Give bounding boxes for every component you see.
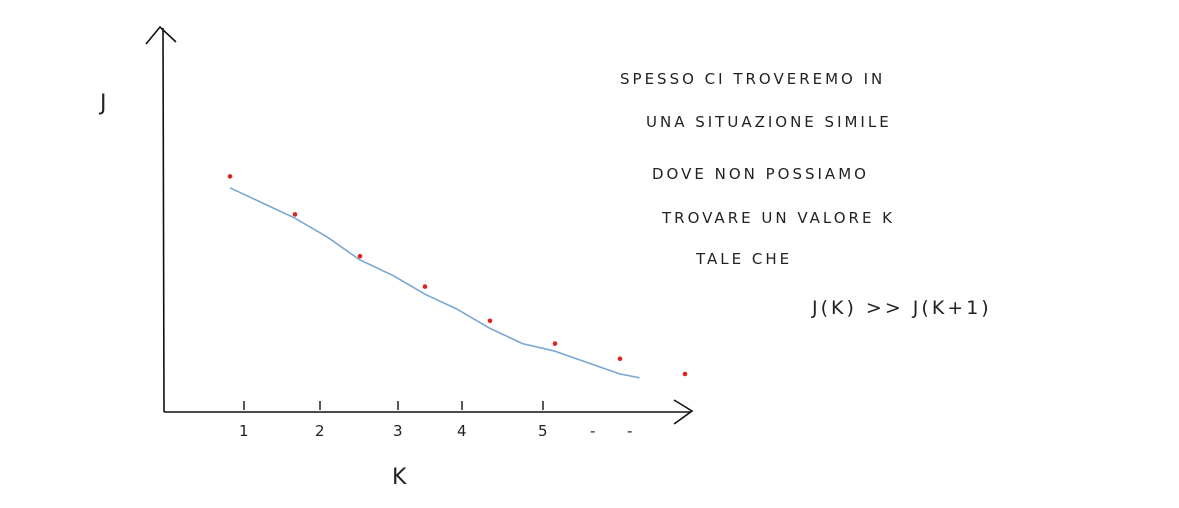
trend-line xyxy=(229,187,640,379)
x-tick-label: - xyxy=(590,422,595,440)
data-point xyxy=(682,371,688,377)
data-point xyxy=(617,356,623,362)
axes xyxy=(145,25,694,425)
x-tick-label: 3 xyxy=(393,422,403,440)
data-point xyxy=(292,212,298,217)
note-line-1: SPESSO CI TROVEREMO IN xyxy=(620,70,885,88)
note-line-4: TROVARE UN VALORE K xyxy=(661,209,895,227)
y-axis-arrow xyxy=(145,25,177,45)
x-tick-label: - xyxy=(627,422,632,440)
x-tick-label: 1 xyxy=(239,422,249,440)
data-points xyxy=(227,174,688,377)
x-axis-arrow xyxy=(673,399,694,425)
data-point xyxy=(422,284,428,289)
note-line-5: TALE CHE xyxy=(695,250,792,268)
trend-line-path xyxy=(229,187,640,379)
x-axis-label: K xyxy=(392,465,407,490)
x-tick-label: 4 xyxy=(457,422,467,440)
data-point xyxy=(487,318,493,324)
y-axis xyxy=(162,27,165,413)
handwritten-note: SPESSO CI TROVEREMO IN UNA SITUAZIONE SI… xyxy=(620,70,992,319)
note-line-2: UNA SITUAZIONE SIMILE xyxy=(646,113,892,131)
x-ticks: 1 2 3 4 5 - - xyxy=(239,401,632,440)
y-axis-label: J xyxy=(98,91,107,116)
data-point xyxy=(357,253,363,259)
x-tick-label: 5 xyxy=(538,422,548,440)
x-tick-label: 2 xyxy=(315,422,325,440)
note-line-3: DOVE NON POSSIAMO xyxy=(652,165,869,183)
data-point xyxy=(227,174,233,179)
note-line-6: J(K) >> J(K+1) xyxy=(811,297,992,319)
data-point xyxy=(552,341,558,346)
